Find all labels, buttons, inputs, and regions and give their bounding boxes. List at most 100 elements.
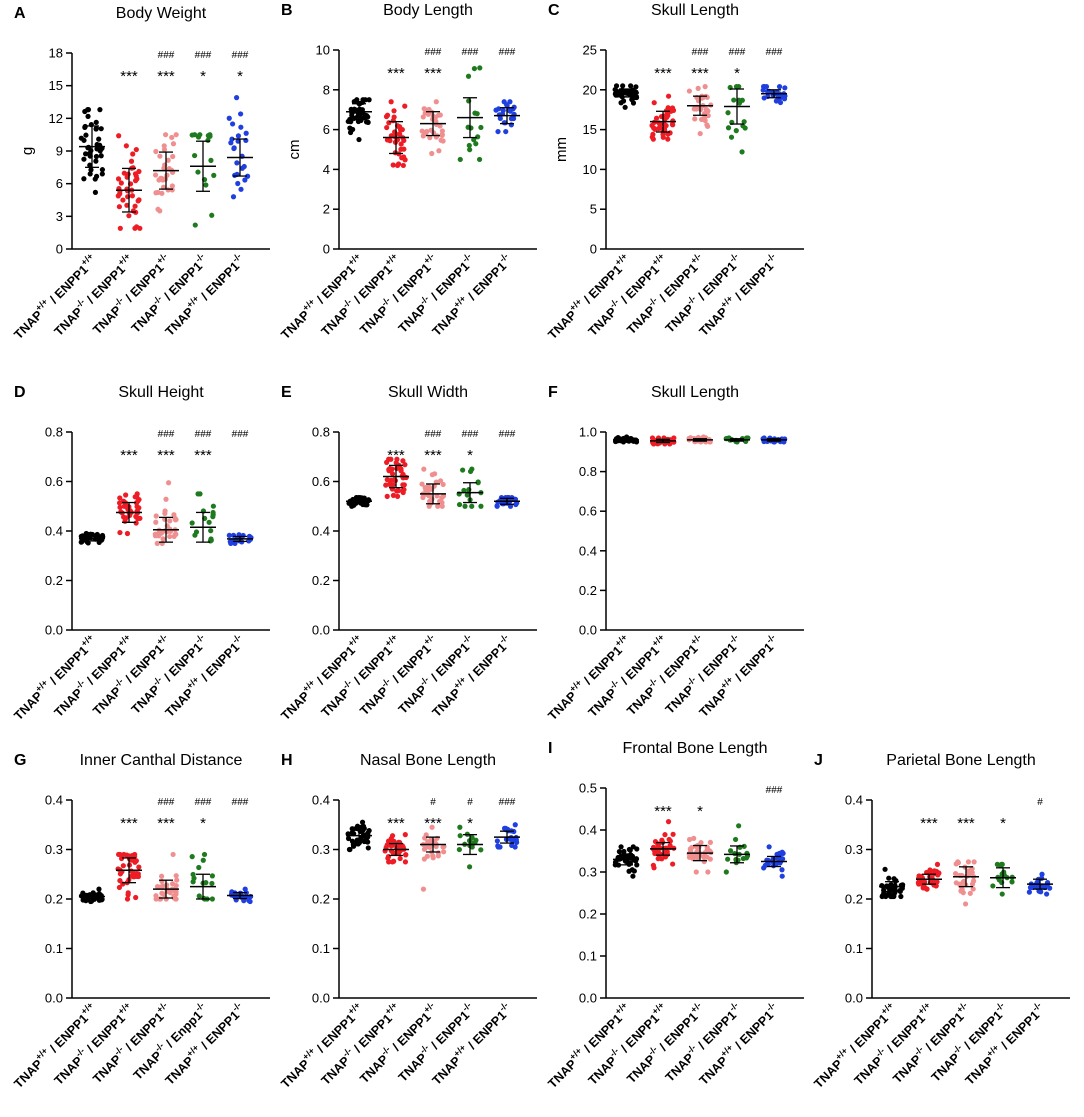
data-point [891,876,897,882]
group-5 [760,435,788,445]
label-base: TNAP [163,686,197,720]
data-point [159,873,165,879]
label-base: TNAP [586,686,620,720]
data-point [384,459,390,465]
data-point [704,854,710,860]
data-point [124,202,130,208]
data-point [970,886,976,892]
data-point [124,530,131,537]
group-1 [612,844,640,879]
data-point [779,873,785,879]
significance-hash: ### [195,429,212,440]
significance-star: *** [654,65,672,82]
data-point [626,868,632,874]
data-point [120,863,126,869]
data-point [133,514,140,520]
significance-star: *** [424,815,442,832]
data-point [630,873,636,879]
panel-g: G Inner Canthal Distance 0.0 0.1 0.2 0.3 0.4 TN… [11,752,270,1091]
panel-h: H Nasal Bone Length0.00.10.20.30.4TNAP+/+… [278,752,537,1091]
data-point [649,134,655,140]
significance-star: *** [654,803,672,820]
data-point [886,886,893,892]
data-point [457,156,463,163]
panel-j: J Parietal Bone Length 0.0 0.1 0.2 0.3 0.4 TNAP… [811,752,1070,1091]
data-point [346,846,353,853]
data-point [390,162,396,168]
data-point [439,131,445,138]
data-point [700,94,706,100]
data-point [898,893,904,900]
data-point [659,856,665,862]
data-point [192,222,198,228]
data-point [660,134,666,140]
data-point [399,127,405,133]
data-point [886,875,892,881]
significance-star: * [697,803,703,820]
data-point [162,132,169,138]
data-point [402,859,409,865]
data-point [670,831,676,837]
label-base: TNAP [624,684,658,718]
group-4 [456,466,484,509]
data-point [634,846,640,852]
data-point [136,864,142,870]
data-point [440,481,446,488]
data-point [994,861,1000,867]
data-point [953,880,959,886]
group-2 [649,435,677,447]
label-base: TNAP [319,305,353,339]
panel-title: Skull Height [118,384,204,401]
data-point [351,843,357,849]
y-tick-label: 0.8 [45,425,63,440]
data-point [398,146,404,152]
data-point [125,890,131,896]
panel-title: Parietal Bone Length [886,752,1035,769]
data-point [426,503,432,509]
panel-letter: D [14,384,26,401]
data-point [736,97,742,103]
data-point [365,845,371,851]
data-point [349,830,355,836]
data-point [189,520,195,526]
data-point [174,877,180,883]
data-point [475,480,481,486]
significance-hash: ### [232,50,249,61]
data-point [235,133,242,139]
data-point [999,891,1005,897]
y-tick-label: 0.6 [45,474,63,489]
data-point [478,503,484,509]
data-point [435,850,442,856]
data-point [500,107,506,114]
data-point [160,536,166,542]
data-point [728,134,735,140]
label-base: TNAP [278,1057,312,1091]
significance-hash: ### [729,47,746,58]
data-point [438,137,444,143]
data-point [419,128,425,134]
data-point [402,462,408,468]
label-base: TNAP [278,308,312,342]
data-point [624,854,630,860]
data-point [471,137,477,143]
data-point [457,833,463,839]
data-point [173,873,179,879]
y-tick-label: 0.3 [312,842,330,857]
group-3 [686,835,714,875]
significance-star: *** [691,65,709,82]
label-base: TNAP [430,1054,464,1088]
panel-letter: F [548,384,558,401]
data-point [879,893,885,900]
data-point [776,97,782,103]
data-point [511,104,517,110]
label-base: TNAP [396,302,430,336]
data-point [420,114,426,120]
group-1 [612,434,640,445]
significance-hash: # [467,797,473,808]
data-point [208,536,214,542]
significance-star: * [734,65,740,82]
data-point [421,856,427,862]
data-point [692,116,698,122]
data-point [952,870,959,877]
